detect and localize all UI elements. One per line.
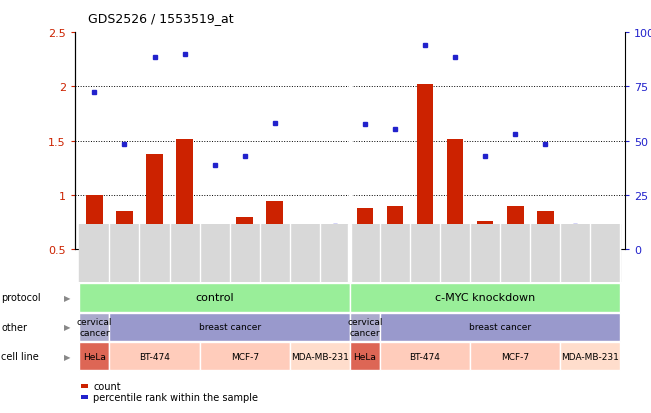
Bar	[79, 225, 109, 282]
Bar	[116, 212, 133, 250]
Text: MCF-7: MCF-7	[501, 352, 529, 361]
Bar	[357, 209, 373, 250]
Text: count: count	[93, 381, 120, 391]
Bar	[537, 212, 553, 250]
Bar	[507, 206, 523, 250]
Bar	[297, 244, 313, 250]
Text: cervical
cancer: cervical cancer	[77, 318, 112, 337]
Bar	[230, 225, 260, 282]
Text: breast cancer: breast cancer	[469, 323, 531, 332]
Bar	[561, 225, 590, 282]
Bar	[349, 33, 351, 250]
Bar	[266, 201, 283, 250]
Bar	[440, 225, 470, 282]
Bar	[176, 139, 193, 250]
Text: percentile rank within the sample: percentile rank within the sample	[93, 392, 258, 402]
Text: MCF-7: MCF-7	[230, 352, 258, 361]
Text: MDA-MB-231: MDA-MB-231	[561, 352, 619, 361]
Bar	[500, 225, 531, 282]
Text: protocol: protocol	[1, 293, 41, 303]
Bar	[447, 139, 464, 250]
Text: other: other	[1, 322, 27, 332]
Bar	[477, 222, 493, 250]
Bar	[109, 225, 139, 282]
Text: cell line: cell line	[1, 351, 39, 361]
Bar	[590, 225, 620, 282]
Bar	[350, 225, 380, 282]
Text: MDA-MB-231: MDA-MB-231	[291, 352, 349, 361]
Bar	[290, 225, 320, 282]
Text: ▶: ▶	[64, 352, 71, 361]
Bar	[146, 154, 163, 250]
Text: ▶: ▶	[64, 323, 71, 332]
Bar	[169, 225, 200, 282]
Bar	[236, 217, 253, 250]
Text: GDS2526 / 1553519_at: GDS2526 / 1553519_at	[88, 12, 234, 25]
Text: BT-474: BT-474	[409, 352, 441, 361]
Text: BT-474: BT-474	[139, 352, 170, 361]
Bar	[387, 206, 403, 250]
Bar	[597, 244, 614, 250]
Text: HeLa: HeLa	[83, 352, 106, 361]
Bar	[200, 225, 230, 282]
Text: cervical
cancer: cervical cancer	[347, 318, 383, 337]
Bar	[320, 225, 350, 282]
Bar	[410, 225, 440, 282]
Text: c-MYC knockdown: c-MYC knockdown	[435, 293, 535, 303]
Text: breast cancer: breast cancer	[199, 323, 261, 332]
Bar	[327, 239, 343, 250]
Bar	[260, 225, 290, 282]
Bar	[380, 225, 410, 282]
Bar	[206, 226, 223, 250]
Bar	[417, 85, 434, 250]
Bar	[139, 225, 169, 282]
Text: ▶: ▶	[64, 293, 71, 302]
Bar	[348, 225, 352, 282]
Bar	[567, 237, 584, 250]
Text: control: control	[195, 293, 234, 303]
Bar	[470, 225, 500, 282]
Bar	[531, 225, 561, 282]
Bar	[86, 196, 103, 250]
Text: HeLa: HeLa	[353, 352, 376, 361]
